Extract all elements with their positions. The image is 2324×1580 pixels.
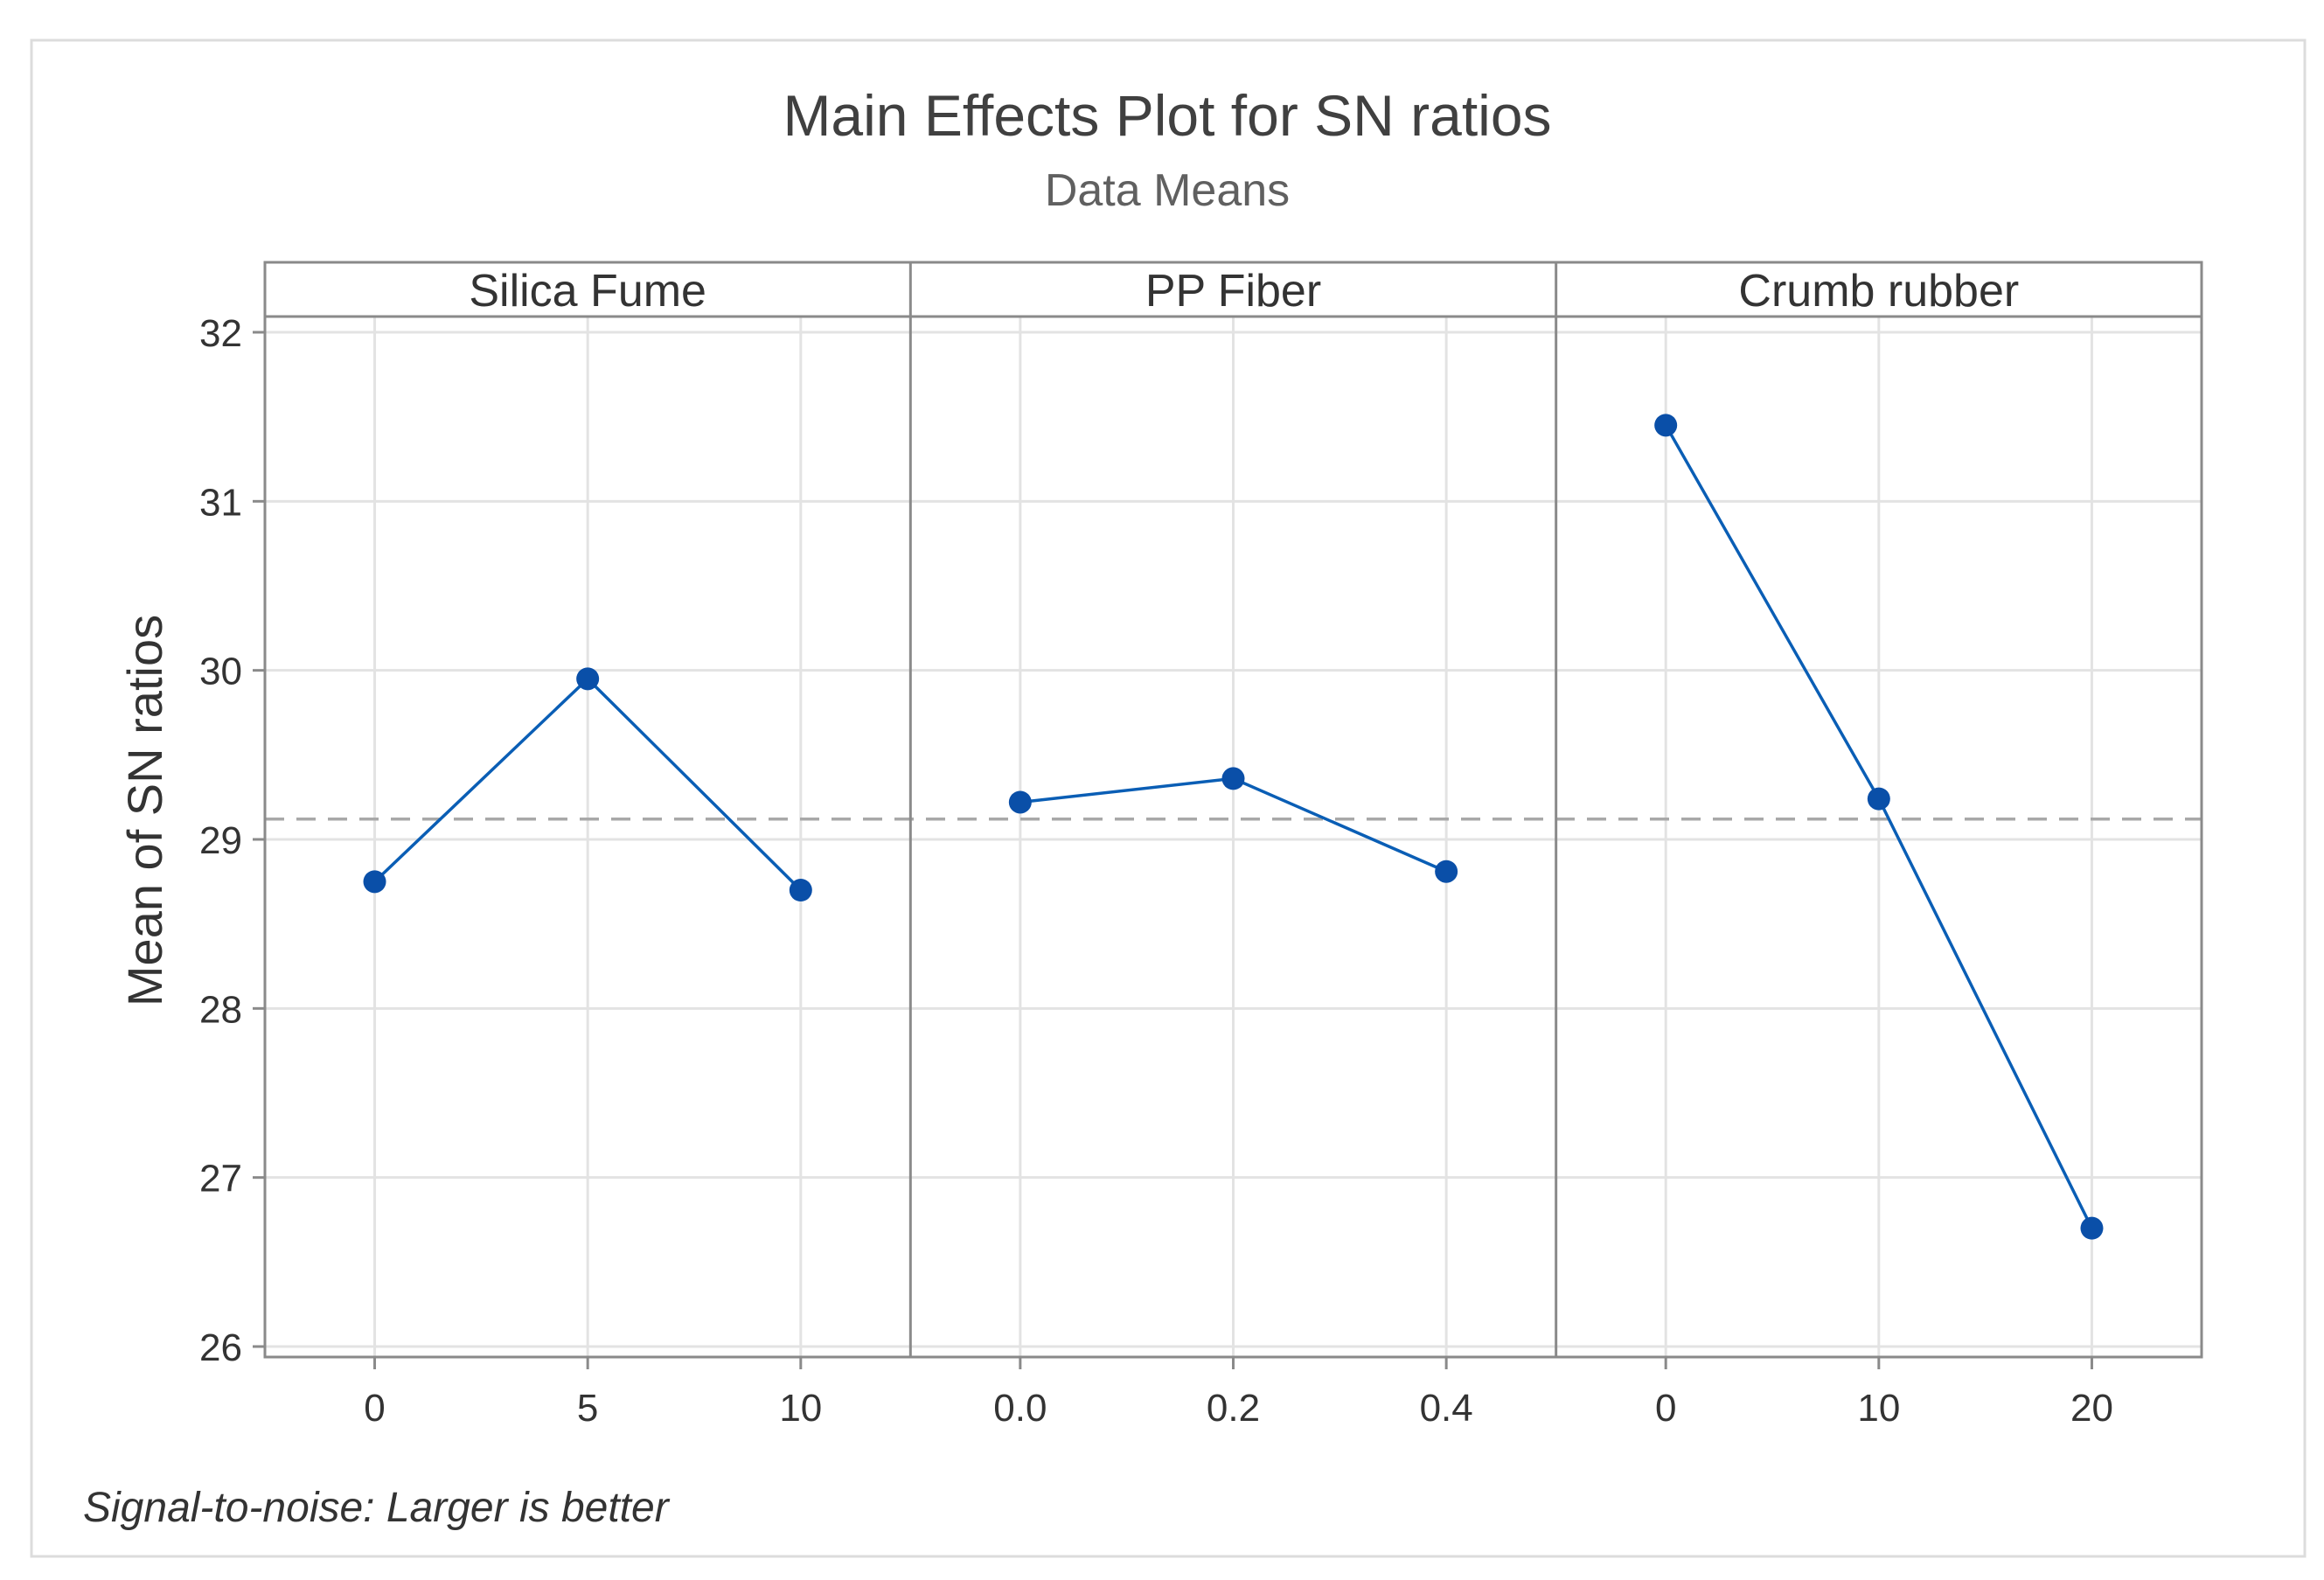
- panel-header-label: Crumb rubber: [1738, 266, 2019, 317]
- chart-subtitle: Data Means: [1045, 165, 1290, 216]
- data-point: [1654, 414, 1678, 437]
- x-tick-label: 10: [1857, 1387, 1900, 1430]
- x-tick-label: 5: [577, 1387, 598, 1430]
- x-tick-label: 0.2: [1207, 1387, 1260, 1430]
- chart-title: Main Effects Plot for SN ratios: [783, 83, 1551, 148]
- x-tick-label: 10: [779, 1387, 822, 1430]
- y-tick-label: 31: [199, 481, 242, 524]
- data-point: [1867, 787, 1890, 811]
- y-tick-label: 28: [199, 988, 242, 1031]
- data-point: [576, 667, 600, 691]
- x-tick-label: 0: [364, 1387, 385, 1430]
- x-tick-label: 0.0: [993, 1387, 1047, 1430]
- y-tick-label: 26: [199, 1326, 242, 1369]
- x-tick-label: 0: [1655, 1387, 1676, 1430]
- y-tick-label: 29: [199, 819, 242, 862]
- chart-footnote: Signal-to-noise: Larger is better: [83, 1485, 671, 1531]
- frame-layer: [253, 261, 2203, 1369]
- data-point: [1221, 767, 1245, 790]
- plot-frame: [263, 261, 2203, 1359]
- data-point: [2080, 1216, 2104, 1240]
- y-tick-label: 32: [199, 312, 242, 355]
- panel-header-label: PP Fiber: [1145, 266, 1321, 317]
- data-point: [1435, 860, 1458, 883]
- x-tick-label: 20: [2070, 1387, 2113, 1430]
- y-tick-label: 27: [199, 1158, 242, 1201]
- y-tick-label: 30: [199, 651, 242, 693]
- label-layer: 26 27 28 29 30 31 32 0 5 10 Silica Fume 0.0 0.2 0.4 PP…: [199, 266, 2113, 1430]
- y-axis-label: Mean of SN ratios: [117, 615, 172, 1006]
- data-point: [363, 870, 386, 894]
- x-tick-label: 0.4: [1420, 1387, 1473, 1430]
- series-layer: [363, 414, 2104, 1240]
- panel-header-label: Silica Fume: [469, 266, 706, 317]
- data-point: [1008, 790, 1032, 814]
- data-point: [789, 879, 812, 901]
- chart-outer-border: [30, 38, 2307, 1558]
